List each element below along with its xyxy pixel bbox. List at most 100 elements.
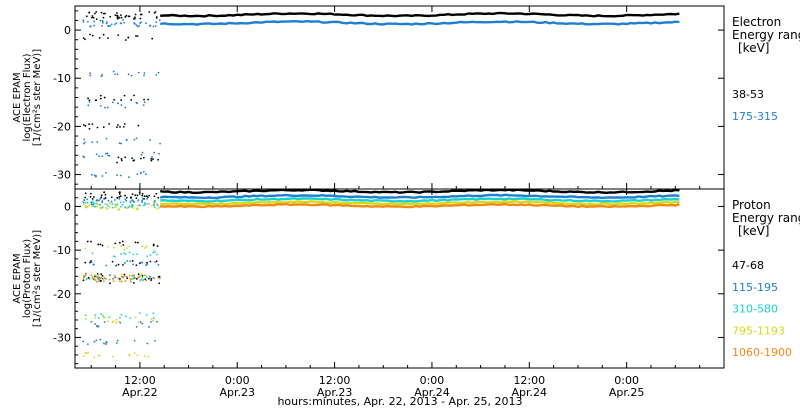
proton-data-point — [129, 206, 132, 209]
electron-data-point — [106, 21, 108, 23]
proton-data-point — [152, 312, 155, 315]
proton-data-point — [102, 314, 104, 317]
proton-data-point — [138, 191, 141, 194]
electron-data-point — [88, 101, 91, 103]
electron-data-point — [106, 106, 109, 109]
electron-data-point — [100, 11, 103, 14]
proton-data-point — [109, 282, 111, 285]
electron-data-point — [99, 19, 102, 22]
proton-data-point — [113, 199, 116, 201]
proton-data-point — [93, 202, 96, 205]
proton-data-point — [86, 201, 89, 204]
x-tick-label-time: 12:00 — [319, 374, 351, 387]
proton-data-point — [117, 263, 120, 266]
electron-data-point — [105, 137, 108, 140]
electron-y-axis-title: [1/(cm²s ster MeV)] — [32, 49, 43, 146]
proton-data-point — [96, 199, 99, 202]
proton-legend-units: [keV] — [738, 224, 769, 238]
proton-data-point — [117, 208, 119, 211]
proton-data-point — [129, 317, 132, 319]
proton-data-point — [135, 197, 138, 200]
proton-data-point — [153, 204, 155, 206]
electron-data-point — [120, 14, 122, 17]
proton-data-point — [102, 277, 105, 280]
electron-data-point — [84, 124, 87, 127]
proton-data-point — [129, 197, 132, 199]
electron-data-point — [131, 157, 133, 160]
electron-data-point — [136, 25, 139, 28]
electron-data-point — [82, 19, 85, 22]
electron-data-point — [135, 24, 138, 27]
electron-data-point — [119, 174, 122, 177]
proton-data-point — [89, 195, 92, 198]
electron-data-point — [104, 106, 106, 109]
proton-data-point — [153, 206, 156, 209]
electron-data-point — [120, 99, 123, 101]
electron-data-point — [93, 24, 96, 27]
proton-data-point — [93, 356, 96, 359]
electron-data-point — [114, 23, 116, 26]
proton-data-point — [146, 263, 149, 266]
electron-series-trace — [160, 11, 680, 18]
proton-y-tick-label: -30 — [53, 331, 71, 344]
proton-data-point — [103, 197, 105, 200]
proton-data-point — [126, 260, 129, 262]
proton-data-point — [85, 352, 88, 355]
proton-data-point — [99, 197, 102, 200]
electron-data-point — [137, 124, 140, 127]
proton-data-point — [141, 245, 144, 248]
proton-data-point — [88, 204, 90, 207]
proton-data-point — [85, 278, 88, 281]
proton-data-point — [117, 277, 119, 280]
proton-data-point — [123, 248, 126, 251]
proton-data-point — [83, 203, 85, 206]
electron-data-point — [147, 98, 149, 101]
electron-data-point — [139, 22, 142, 25]
proton-data-point — [119, 205, 122, 208]
electron-data-point — [139, 172, 142, 175]
electron-data-point — [95, 153, 98, 156]
electron-data-point — [120, 159, 123, 162]
proton-data-point — [83, 199, 86, 201]
electron-data-point — [103, 12, 105, 15]
proton-data-point — [121, 240, 124, 243]
electron-data-point — [89, 33, 91, 36]
proton-data-point — [148, 326, 150, 328]
electron-data-point — [145, 22, 147, 25]
electron-data-point — [149, 139, 151, 141]
electron-data-point — [158, 19, 161, 22]
proton-data-point — [145, 314, 148, 316]
proton-data-point — [83, 274, 86, 277]
proton-data-point — [135, 277, 138, 280]
electron-data-point — [91, 15, 94, 17]
proton-data-point — [105, 340, 108, 343]
electron-y-tick-label: -10 — [53, 72, 71, 85]
electron-data-point — [94, 99, 97, 102]
electron-data-point — [116, 12, 118, 14]
electron-data-point — [143, 98, 145, 101]
electron-data-point — [134, 23, 136, 25]
proton-series-trace — [160, 197, 680, 203]
electron-data-point — [143, 101, 146, 104]
electron-data-point — [101, 21, 104, 23]
proton-data-point — [103, 316, 105, 319]
electron-data-point — [117, 124, 119, 126]
proton-data-point — [89, 192, 92, 195]
proton-data-point — [124, 198, 127, 201]
proton-data-point — [112, 280, 115, 283]
proton-data-point — [148, 194, 151, 197]
proton-data-point — [96, 272, 99, 275]
proton-data-point — [115, 318, 118, 321]
x-tick-label-date: Apr.22 — [122, 386, 158, 399]
electron-data-point — [91, 34, 94, 37]
proton-data-point — [95, 199, 98, 202]
electron-data-point — [108, 123, 111, 125]
electron-data-point — [157, 71, 160, 74]
electron-series-trace — [160, 19, 680, 26]
electron-y-tick-label: -30 — [53, 169, 71, 182]
electron-data-point — [127, 36, 130, 39]
proton-data-point — [124, 262, 126, 264]
electron-data-point — [82, 37, 85, 40]
proton-data-point — [124, 194, 126, 197]
proton-data-point — [118, 208, 121, 210]
